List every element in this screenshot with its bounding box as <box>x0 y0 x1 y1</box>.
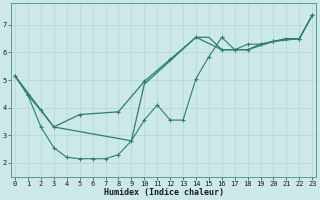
X-axis label: Humidex (Indice chaleur): Humidex (Indice chaleur) <box>104 188 224 197</box>
